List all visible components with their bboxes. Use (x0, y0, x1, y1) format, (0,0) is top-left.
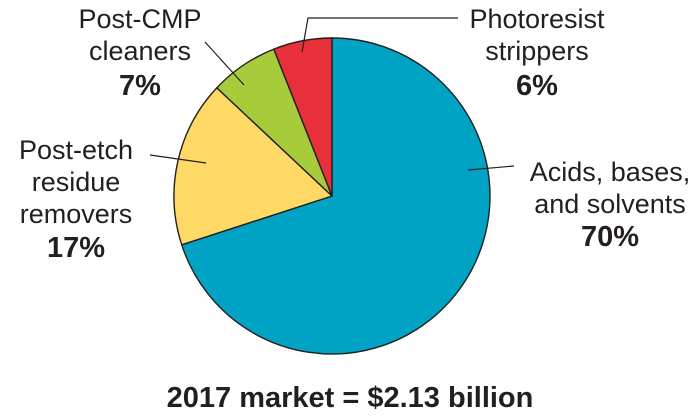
slice-label-post-etch: Post-etch residue removers 17% (19, 135, 133, 264)
leader-lines (149, 17, 515, 171)
slice-label-photoresist: Photoresist strippers 6% (469, 4, 605, 102)
slice-label-acids: Acids, bases, and solvents 70% (530, 157, 691, 253)
leader-line-photoresist (301, 17, 458, 53)
slice-percent-label: 6% (516, 70, 558, 102)
leader-line-post-etch (149, 154, 207, 164)
pie-slice-photoresist (272, 37, 333, 197)
slice-name-line: and solvents (534, 189, 686, 219)
slice-name-line: cleaners (89, 36, 191, 66)
pie-slices (173, 37, 491, 355)
slice-name-line: removers (20, 199, 133, 229)
slice-name-line: residue (32, 167, 121, 197)
slice-name-line: Post-etch (19, 135, 133, 165)
slice-label-post-cmp: Post-CMP cleaners 7% (78, 4, 201, 102)
slice-name-line: Photoresist (469, 4, 605, 34)
slice-percent-label: 70% (581, 221, 639, 253)
slice-percent-label: 7% (119, 70, 161, 102)
chart-caption: 2017 market = $2.13 billion (167, 382, 534, 414)
pie-slice-acids (180, 37, 491, 355)
slice-percent-label: 17% (47, 232, 105, 264)
slice-name-line: Post-CMP (78, 4, 201, 34)
leader-line-acids (467, 165, 515, 171)
pie-slice-post-etch (173, 86, 334, 246)
slice-name-line: Acids, bases, (530, 157, 691, 187)
leader-line-post-cmp (204, 41, 245, 86)
slice-name-line: strippers (485, 36, 589, 66)
